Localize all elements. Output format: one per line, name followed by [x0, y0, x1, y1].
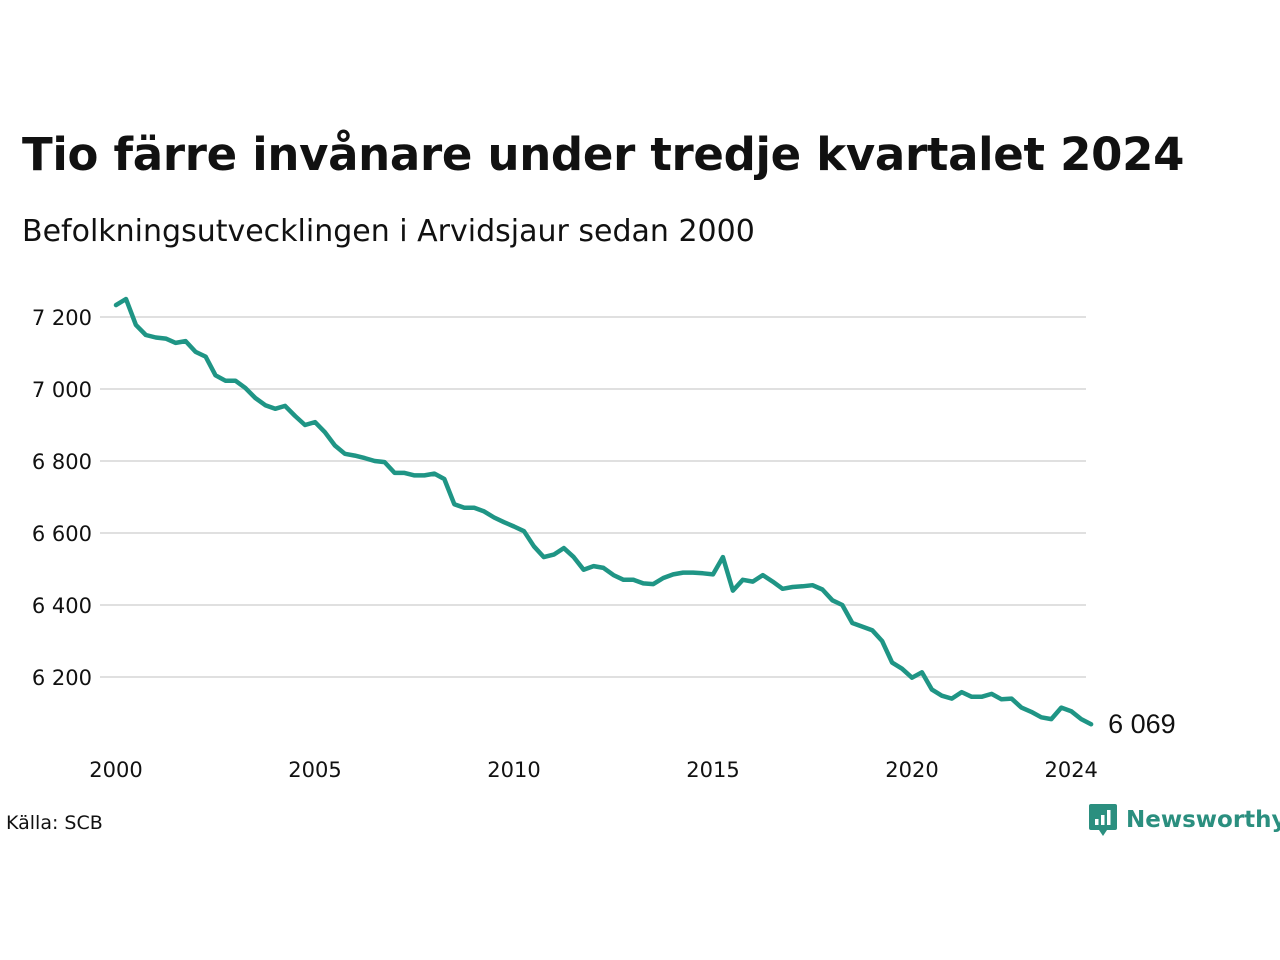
x-tick-label: 2020 [885, 758, 938, 782]
y-tick-label: 7 000 [32, 378, 92, 402]
y-tick-label: 6 200 [32, 666, 92, 690]
x-tick-label: 2000 [89, 758, 142, 782]
x-tick-label: 2005 [288, 758, 341, 782]
y-tick-label: 7 200 [32, 306, 92, 330]
gridlines [100, 316, 1086, 678]
last-value-layer: 6 069 [1108, 709, 1176, 739]
chart-title: Tio färre invånare under tredje kvartale… [22, 128, 1185, 181]
last-value-label: 6 069 [1108, 709, 1176, 739]
x-tick-label: 2010 [487, 758, 540, 782]
chart-subtitle: Befolkningsutvecklingen i Arvidsjaur sed… [22, 214, 755, 249]
y-tick-label: 6 800 [32, 450, 92, 474]
brand-logo[interactable]: Newsworthy [1088, 803, 1280, 837]
brand-name: Newsworthy [1126, 807, 1280, 833]
y-tick-label: 6 400 [32, 594, 92, 618]
newsworthy-logo-icon [1089, 804, 1117, 836]
y-tick-label: 6 600 [32, 522, 92, 546]
series-layer [113, 296, 1094, 727]
source-note: Källa: SCB [6, 812, 103, 834]
y-axis-ticks: 6 200 6 400 6 600 6 800 7 000 7 200 [32, 306, 92, 690]
x-axis-ticks: 2000 2005 2010 2015 2020 2024 [89, 758, 1098, 782]
x-tick-label: 2015 [686, 758, 739, 782]
series-line [113, 296, 1094, 727]
x-tick-label: 2024 [1044, 758, 1097, 782]
